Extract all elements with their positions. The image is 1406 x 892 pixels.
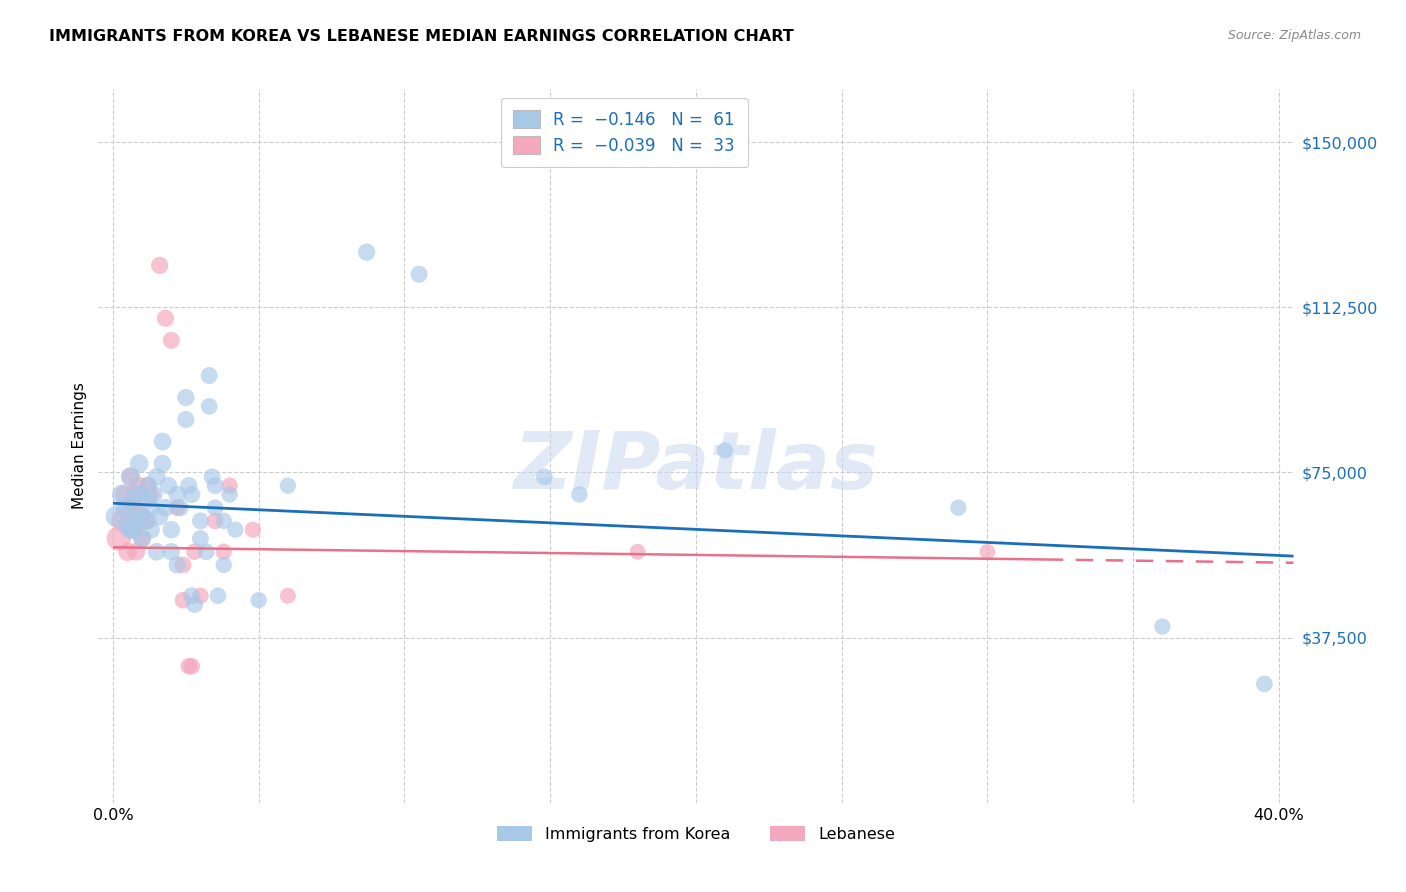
Point bbox=[198, 400, 221, 414]
Point bbox=[117, 518, 139, 533]
Point bbox=[125, 514, 148, 528]
Point bbox=[212, 558, 235, 572]
Point bbox=[212, 545, 235, 559]
Point bbox=[568, 487, 591, 501]
Point bbox=[120, 470, 142, 484]
Point bbox=[111, 487, 134, 501]
Point bbox=[122, 523, 145, 537]
Point bbox=[183, 598, 205, 612]
Point bbox=[277, 589, 299, 603]
Point bbox=[242, 523, 264, 537]
Point bbox=[356, 245, 378, 260]
Point bbox=[152, 457, 174, 471]
Text: Source: ZipAtlas.com: Source: ZipAtlas.com bbox=[1227, 29, 1361, 42]
Point bbox=[204, 500, 226, 515]
Point bbox=[177, 478, 200, 492]
Point bbox=[204, 514, 226, 528]
Point bbox=[122, 500, 145, 515]
Point bbox=[174, 412, 197, 426]
Point bbox=[136, 514, 159, 528]
Point bbox=[120, 470, 142, 484]
Point bbox=[408, 267, 430, 281]
Point bbox=[104, 509, 127, 524]
Point bbox=[160, 545, 183, 559]
Point bbox=[155, 311, 177, 326]
Point bbox=[139, 523, 162, 537]
Point bbox=[183, 545, 205, 559]
Point bbox=[114, 500, 136, 515]
Point bbox=[139, 487, 162, 501]
Point bbox=[212, 514, 235, 528]
Point bbox=[125, 500, 148, 515]
Point bbox=[149, 509, 172, 524]
Point bbox=[128, 487, 150, 501]
Point bbox=[125, 487, 148, 501]
Point bbox=[198, 368, 221, 383]
Point bbox=[172, 558, 194, 572]
Point bbox=[122, 487, 145, 501]
Point bbox=[247, 593, 270, 607]
Point bbox=[152, 434, 174, 449]
Point bbox=[169, 500, 191, 515]
Point bbox=[224, 523, 246, 537]
Point bbox=[131, 532, 153, 546]
Point bbox=[207, 589, 229, 603]
Point bbox=[125, 545, 148, 559]
Point bbox=[114, 487, 136, 501]
Point bbox=[136, 478, 159, 492]
Point bbox=[172, 593, 194, 607]
Point bbox=[174, 391, 197, 405]
Point bbox=[166, 500, 188, 515]
Point bbox=[1152, 619, 1174, 633]
Point bbox=[128, 457, 150, 471]
Point bbox=[976, 545, 998, 559]
Point bbox=[111, 514, 134, 528]
Point bbox=[122, 523, 145, 537]
Point bbox=[627, 545, 650, 559]
Point bbox=[120, 523, 142, 537]
Point bbox=[948, 500, 970, 515]
Point bbox=[195, 545, 218, 559]
Point bbox=[108, 532, 131, 546]
Point bbox=[177, 659, 200, 673]
Point bbox=[155, 500, 177, 515]
Point bbox=[128, 478, 150, 492]
Point bbox=[218, 478, 240, 492]
Point bbox=[139, 500, 162, 515]
Y-axis label: Median Earnings: Median Earnings bbox=[72, 383, 87, 509]
Point bbox=[190, 532, 212, 546]
Legend: Immigrants from Korea, Lebanese: Immigrants from Korea, Lebanese bbox=[491, 820, 901, 848]
Text: ZIPatlas: ZIPatlas bbox=[513, 428, 879, 507]
Point bbox=[131, 509, 153, 524]
Point bbox=[204, 478, 226, 492]
Point bbox=[190, 514, 212, 528]
Point bbox=[149, 259, 172, 273]
Point bbox=[166, 558, 188, 572]
Point bbox=[166, 487, 188, 501]
Point bbox=[145, 545, 167, 559]
Point bbox=[142, 487, 165, 501]
Point bbox=[277, 478, 299, 492]
Point bbox=[157, 478, 180, 492]
Point bbox=[134, 514, 156, 528]
Point bbox=[117, 545, 139, 559]
Point bbox=[160, 333, 183, 347]
Point bbox=[180, 659, 202, 673]
Text: IMMIGRANTS FROM KOREA VS LEBANESE MEDIAN EARNINGS CORRELATION CHART: IMMIGRANTS FROM KOREA VS LEBANESE MEDIAN… bbox=[49, 29, 794, 44]
Point bbox=[145, 470, 167, 484]
Point bbox=[714, 443, 737, 458]
Point bbox=[180, 589, 202, 603]
Point bbox=[117, 500, 139, 515]
Point bbox=[160, 523, 183, 537]
Point bbox=[201, 470, 224, 484]
Point bbox=[1253, 677, 1275, 691]
Point bbox=[190, 589, 212, 603]
Point bbox=[533, 470, 555, 484]
Point bbox=[136, 478, 159, 492]
Point bbox=[131, 532, 153, 546]
Point bbox=[218, 487, 240, 501]
Point bbox=[180, 487, 202, 501]
Point bbox=[131, 509, 153, 524]
Point bbox=[136, 491, 159, 506]
